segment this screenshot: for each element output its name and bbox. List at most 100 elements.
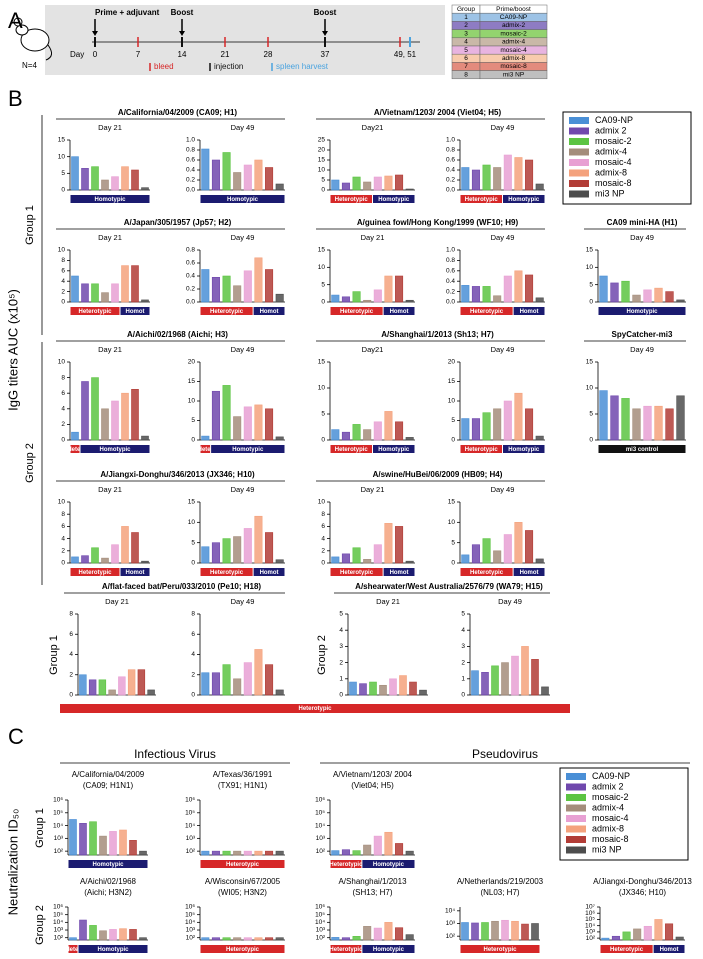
bar (665, 291, 674, 303)
y-tick-label: 10³ (446, 920, 456, 927)
bar (405, 188, 414, 191)
group-band (373, 445, 415, 453)
y-tick-label: 6 (191, 631, 195, 638)
bar (514, 157, 523, 191)
bar (665, 408, 674, 441)
group-band-label: Heterotypic (465, 197, 499, 203)
y-tick-label: 10³ (186, 835, 196, 842)
table-cell-text: 5 (464, 47, 468, 54)
day-tick-label: 49, 51 (394, 50, 417, 59)
bar (201, 937, 210, 941)
y-tick-label: 2 (339, 659, 343, 666)
y-tick-label: 5 (451, 539, 455, 546)
y-tick-label: 5 (321, 177, 325, 184)
y-tick-label: 10⁴ (185, 822, 195, 829)
bar (71, 556, 79, 564)
group-band (362, 945, 415, 953)
bar (622, 931, 631, 941)
y-tick-label: 0 (191, 692, 195, 699)
y-tick-label: 10⁴ (445, 908, 455, 915)
y-tick-label: 2 (61, 548, 65, 555)
subplot-subtitle: Day 49 (491, 485, 515, 494)
bar (243, 270, 252, 303)
legend-swatch (569, 159, 589, 166)
legend-swatch (566, 804, 586, 812)
y-tick-label: 8 (61, 257, 65, 264)
bar (384, 922, 393, 941)
group-label: Group 1 (24, 205, 36, 245)
y-tick-label: 2 (69, 671, 73, 678)
chart-title: (Aichi; H3N2) (84, 888, 132, 897)
bar (405, 850, 414, 856)
group-band-label: Homot (260, 309, 279, 315)
group-band-label: Heterotypic (226, 947, 260, 953)
group-band (80, 445, 150, 453)
bar (471, 544, 480, 564)
chart-title: (NL03; H7) (480, 888, 519, 897)
legend-box (559, 767, 689, 861)
panel-label: B (8, 86, 23, 111)
subplot-subtitle: Day 21 (376, 597, 400, 606)
chart-title: A/Texas/36/1991 (213, 770, 273, 779)
legend-label: mi3 NP (592, 844, 622, 854)
y-tick-label: 20 (188, 359, 196, 366)
legend-swatch (566, 846, 586, 854)
legend-swatch (569, 127, 589, 135)
group-band-label: Heterotypic (329, 947, 363, 953)
bar (384, 275, 393, 303)
bar (254, 159, 263, 191)
bar (461, 167, 470, 191)
chart-title: (SH13; H7) (352, 888, 392, 897)
bar (222, 152, 231, 191)
bar (141, 435, 149, 441)
group-band (70, 307, 120, 315)
table-cell-text: admix-4 (502, 39, 526, 46)
y-tick-label: 10⁵ (585, 916, 595, 923)
bar (275, 689, 284, 696)
y-tick-label: 10² (186, 934, 196, 941)
y-tick-label: 0 (191, 560, 195, 567)
bar (395, 526, 404, 564)
group-band-label: Heterotypic (335, 197, 369, 203)
event-label: Boost (171, 8, 194, 17)
subplot-subtitle: Day 21 (361, 233, 385, 242)
bar (643, 289, 652, 303)
group-band (598, 445, 686, 453)
bar (111, 544, 119, 564)
bar (119, 829, 127, 856)
bar (254, 649, 263, 696)
bar (211, 850, 220, 856)
day-tick-label: 14 (178, 50, 187, 59)
bar (482, 538, 491, 564)
bar (352, 936, 361, 941)
y-tick-label: 2 (61, 421, 65, 428)
group-band (513, 307, 545, 315)
bar (363, 181, 372, 191)
y-tick-label: 0.8 (446, 257, 455, 264)
bar (493, 550, 502, 564)
y-tick-label: 10⁴ (585, 922, 595, 929)
legend-label: mi3 NP (595, 188, 625, 198)
subplot-subtitle: Day 49 (498, 597, 522, 606)
y-tick-label: 0 (191, 437, 195, 444)
group-band-label: Homot (660, 947, 679, 953)
y-tick-label: 8 (61, 374, 65, 381)
y-tick-label: 15 (58, 137, 66, 144)
bar (131, 169, 139, 191)
y-tick-label: 0.2 (186, 286, 195, 293)
y-tick-label: 0 (461, 692, 465, 699)
bar (373, 289, 382, 303)
bar (233, 536, 242, 564)
bar (389, 678, 397, 696)
group-band (330, 860, 362, 868)
bar (201, 546, 210, 564)
legend-label: mosaic-4 (592, 813, 629, 823)
group-band-label: Heterotypic (78, 309, 112, 315)
bar (535, 183, 544, 191)
table-cell-text: admix-8 (502, 55, 526, 62)
legend-label: mosaic-2 (592, 792, 629, 802)
y-tick-label: 0 (339, 692, 343, 699)
bar (369, 681, 377, 696)
bar (331, 850, 340, 856)
